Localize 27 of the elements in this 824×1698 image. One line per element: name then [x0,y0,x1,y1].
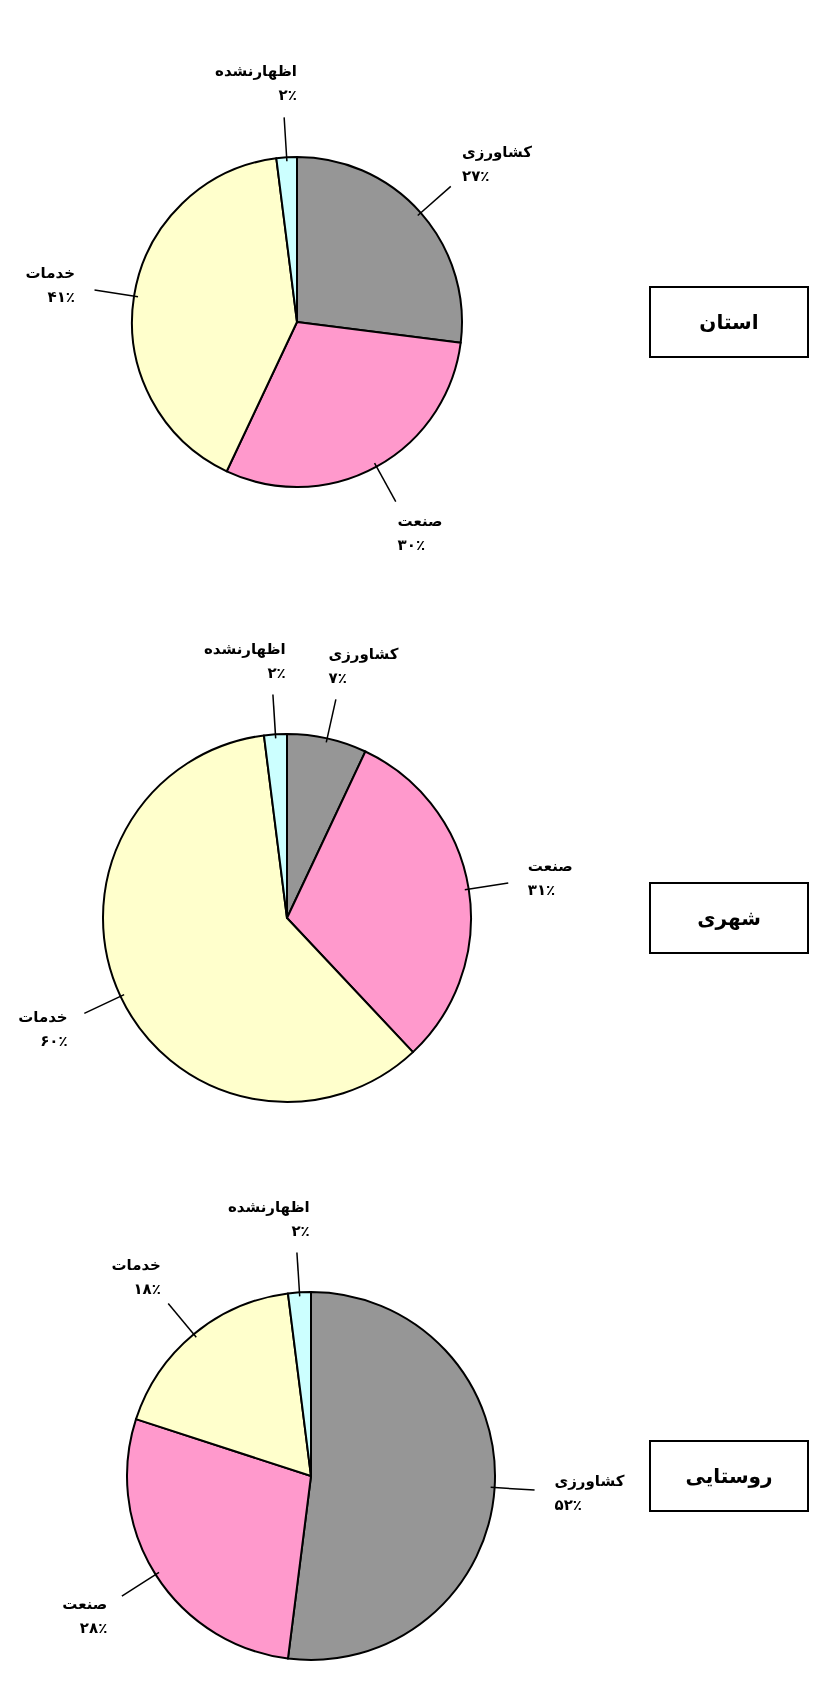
text: روستایی [685,1464,773,1488]
data-label: ۶۰٪ [40,1032,68,1051]
slice-label: خدمات [18,1008,68,1027]
data-label: ۲۷٪ [462,167,490,186]
slice-label: خدمات [111,1256,161,1275]
data-label: ۲٪ [278,86,297,105]
data-label: ۵۲٪ [554,1496,582,1515]
slice-label: کشاورزی [462,143,533,162]
slice-label: خدمات [25,264,75,283]
data-label: ۲۸٪ [79,1618,108,1637]
text: شهری [697,906,761,930]
text: استان [699,310,759,334]
data-label: ۴۱٪ [47,288,75,307]
data-label: ۳۱٪ [527,881,556,900]
slice-label: اظهارنشده [227,1197,310,1216]
slice-label: اظهارنشده [203,639,286,658]
data-label: ۷٪ [328,669,347,688]
slice-label: صنعت [527,857,573,876]
slice-label: اظهارنشده [215,62,297,81]
slice-label: صنعت [62,1594,108,1613]
slice-label: کشاورزی [328,645,399,664]
slice-label: صنعت [397,512,443,531]
data-label: ۲٪ [291,1221,310,1240]
data-label: ۲٪ [267,663,286,682]
data-label: ۱۸٪ [133,1280,161,1299]
legend-label: کشاورزی [554,1472,625,1491]
data-label: ۳۰٪ [397,536,426,555]
